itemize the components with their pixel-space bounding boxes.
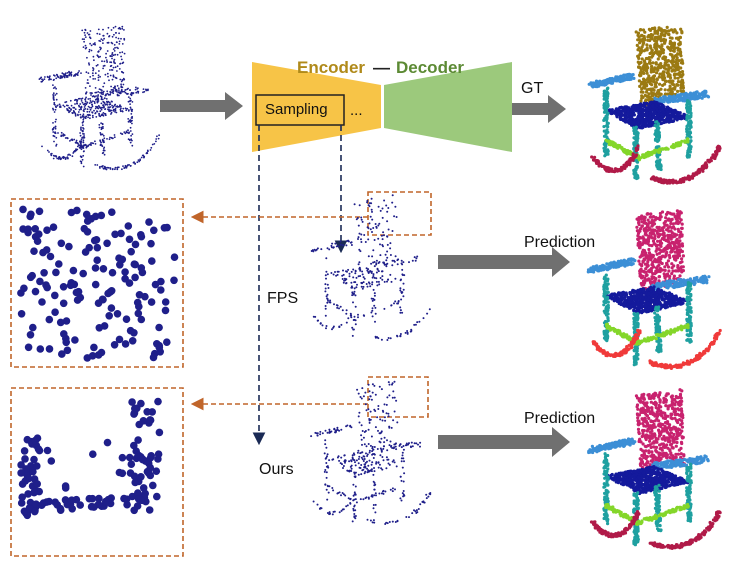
fps-sampled-point-cloud-icon	[310, 194, 431, 341]
gt-label: GT	[521, 80, 544, 97]
ours-prediction-chair-icon	[587, 388, 722, 551]
ours-label: Ours	[259, 461, 294, 478]
ellipsis-label: ...	[350, 102, 363, 119]
prediction-fps-label: Prediction	[524, 234, 596, 251]
ours-sampled-point-cloud-icon	[310, 380, 432, 525]
ours-zoom-region	[367, 376, 429, 418]
gt-segmented-chair-icon	[587, 25, 722, 185]
decoder-label: Decoder	[396, 58, 465, 77]
encoder-decoder-dash: —	[373, 58, 390, 77]
encoder-label: Encoder	[297, 58, 366, 77]
prediction-ours-label: Prediction	[524, 410, 596, 427]
sampling-box	[255, 94, 345, 126]
fps-prediction-chair-icon	[586, 209, 722, 370]
fps-label: FPS	[267, 290, 299, 307]
ours-zoom-points	[17, 397, 164, 520]
fps-zoom-points	[17, 205, 179, 362]
arrow-ours-to-prediction-icon	[438, 427, 570, 457]
arrow-fps-to-prediction-icon	[438, 247, 570, 277]
arrow-input-to-encoder-icon	[160, 92, 243, 120]
input-chair-point-cloud-icon	[38, 25, 161, 171]
decoder-shape	[384, 62, 512, 152]
fps-zoom-region	[367, 191, 432, 236]
encoder-shape	[252, 62, 381, 152]
arrow-decoder-to-gt-icon	[512, 95, 566, 123]
sampling-label: Sampling	[265, 101, 328, 118]
